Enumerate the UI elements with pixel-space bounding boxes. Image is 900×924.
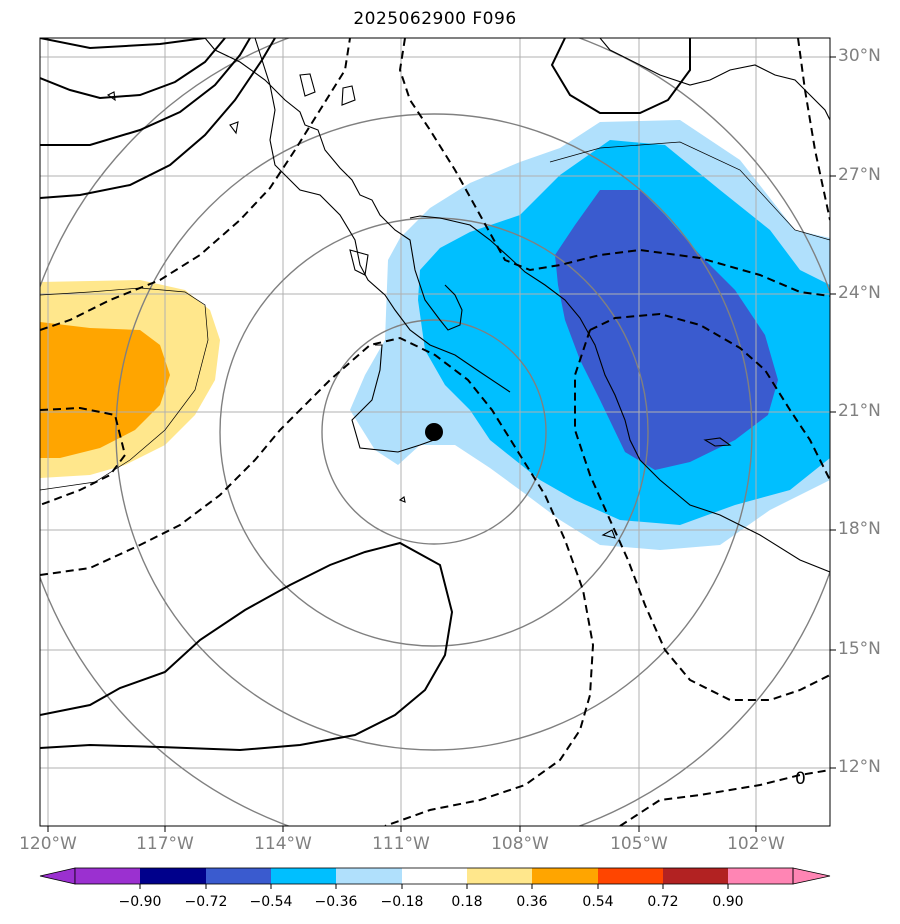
lon-label-117w: 117°W	[136, 834, 194, 854]
colorbar-label: 0.72	[647, 894, 679, 910]
colorbar-label: −0.36	[314, 894, 358, 910]
lon-label-105w: 105°W	[610, 834, 668, 854]
solid-contours	[40, 38, 691, 752]
plot-frame	[39, 37, 831, 827]
colorbar-segment	[140, 868, 206, 884]
colorbar-segment	[728, 868, 793, 884]
lon-label-108w: 108°W	[491, 834, 549, 854]
colorbar-label: 0.90	[712, 894, 744, 910]
colorbar-segment	[402, 868, 467, 884]
contour-label-zero: 0	[795, 769, 806, 789]
colorbar-segment	[271, 868, 336, 884]
lat-label-24n: 24°N	[838, 283, 881, 303]
map-title: 2025062900 F096	[353, 9, 517, 29]
colorbar-segment	[467, 868, 532, 884]
lon-label-102w: 102°W	[727, 834, 785, 854]
lat-label-12n: 12°N	[838, 757, 881, 777]
colorbar-label: −0.72	[184, 894, 228, 910]
negative-anomaly-dark-blue	[555, 190, 778, 470]
colorbar-label: −0.18	[380, 894, 424, 910]
colorbar-label: 0.54	[582, 894, 614, 910]
lat-label-27n: 27°N	[838, 165, 881, 185]
coastlines	[106, 38, 830, 573]
colorbar-segment	[532, 868, 598, 884]
lat-label-18n: 18°N	[838, 519, 881, 539]
graticule	[40, 38, 830, 826]
lon-label-114w: 114°W	[254, 834, 312, 854]
colorbar-segment	[598, 868, 663, 884]
colorbar-label: −0.90	[118, 894, 162, 910]
colorbar-segment	[336, 868, 402, 884]
distance-rings	[40, 38, 830, 826]
lat-label-21n: 21°N	[838, 401, 881, 421]
positive-anomaly-orange	[40, 322, 170, 458]
colorbar-segment	[75, 868, 140, 884]
colorbar-extend-low	[39, 867, 76, 885]
anomaly-outline	[40, 141, 830, 491]
lon-label-111w: 111°W	[372, 834, 430, 854]
colorbar	[39, 867, 831, 889]
dashed-contours	[40, 38, 830, 826]
axis-ticks	[47, 56, 836, 832]
storm-center-marker	[425, 423, 443, 441]
lon-label-120w: 120°W	[19, 834, 77, 854]
colorbar-segment	[663, 868, 728, 884]
colorbar-segment	[206, 868, 271, 884]
lat-label-15n: 15°N	[838, 639, 881, 659]
colorbar-label: −0.54	[249, 894, 293, 910]
colorbar-extend-high	[792, 867, 831, 885]
colorbar-label: 0.36	[516, 894, 548, 910]
lat-label-30n: 30°N	[838, 46, 881, 66]
colorbar-label: 0.18	[451, 894, 483, 910]
